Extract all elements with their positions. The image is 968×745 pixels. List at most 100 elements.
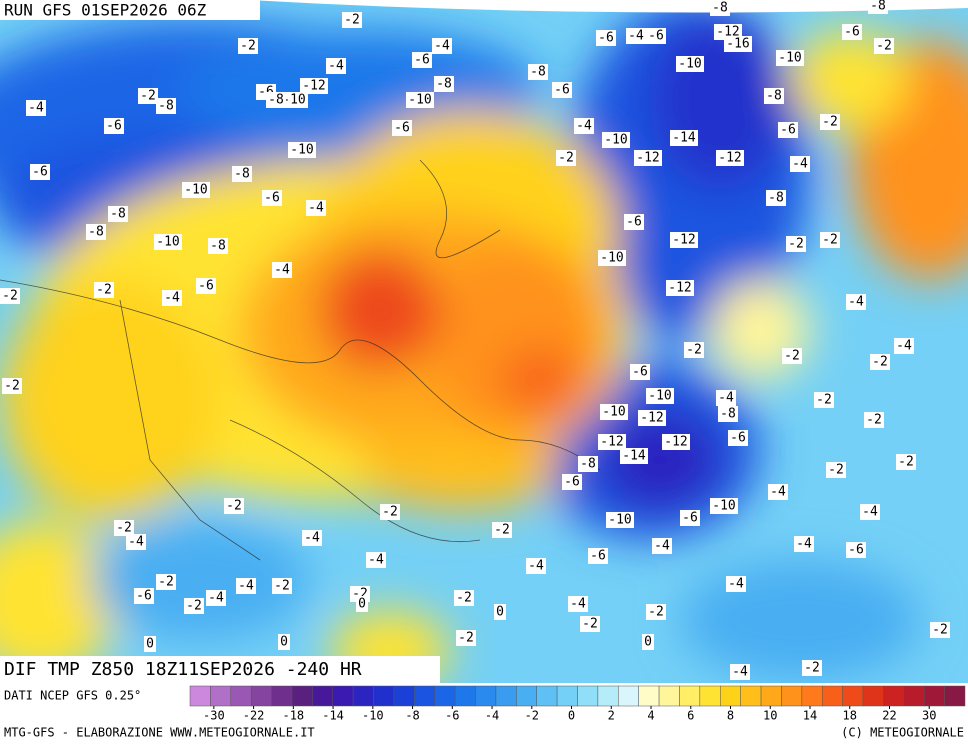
contour-label-box [196,278,216,294]
contour-label: -4 [28,101,44,116]
contour-label: -8 [268,93,284,108]
scale-box [332,685,354,707]
contour-label: -12 [672,233,695,248]
contour-label: -12 [716,25,739,40]
contour-label: -2 [784,349,800,364]
contour-label: -6 [554,83,570,98]
contour-label-box [236,578,256,594]
contour-label: -8 [712,1,728,16]
contour-label-box [232,166,252,182]
contour-label: -4 [368,553,384,568]
contour-label: -2 [932,623,948,638]
contour-label-box [778,122,798,138]
contour-label-box [826,462,846,478]
contour-label: -4 [718,391,734,406]
contour-label: -10 [712,499,735,514]
contour-label-box [30,164,50,180]
contour-label-box [666,280,694,296]
contour-label: -2 [648,605,664,620]
contour-label: -2 [816,393,832,408]
contour-label-box [272,262,292,278]
contour-label-box [182,182,210,198]
contour-label-box [556,150,576,166]
scale-box [740,685,762,707]
contour-label-box [2,378,22,394]
footer-right: (C) METEOGIORNALE [841,726,964,740]
contour-label-box [718,406,738,422]
scale-box [536,685,558,707]
contour-labels: -2-4-6-8-6-8-10-12-10-6-10-4-2-10 -14-12-… [0,0,950,680]
contour-label: -2 [186,599,202,614]
contour-label: -8 [110,207,126,222]
scale-box [801,685,823,707]
contour-label: -4 [576,119,592,134]
contour-label-box [842,24,862,40]
contour-label-box [638,410,666,426]
contour-label: -6 [564,475,580,490]
contour-label-box [272,578,292,594]
scale-box [250,685,272,707]
contour-label-box [144,636,156,652]
contour-label-box [620,448,648,464]
contour-label: -8 [234,167,250,182]
contour-label: -10 [778,51,801,66]
contour-label: -6 [682,511,698,526]
contour-label-box [766,190,786,206]
scale-box [454,685,476,707]
header-box [0,0,260,20]
contour-label: -8 [768,191,784,206]
contour-label: -4 [274,263,290,278]
footer-left: MTG-GFS - ELABORAZIONE WWW.METEOGIORNALE… [4,726,315,740]
contour-label-box [896,454,916,470]
scale-box [189,685,211,707]
contour-label-box [580,616,600,632]
contour-label-box [724,36,752,52]
scale-tick-label: 8 [727,709,734,723]
contour-label-box [224,498,244,514]
contour-label-box [528,64,548,80]
contour-label-box [278,634,290,650]
contour-label: 0 [644,635,652,650]
contour-label-box [684,342,704,358]
contour-label: -4 [570,597,586,612]
contour-label-box [634,150,662,166]
contour-label-box [820,232,840,248]
contour-label-box [552,82,572,98]
contour-label-box [380,504,400,520]
contour-label: -4 [434,39,450,54]
contour-label-box [134,588,154,604]
contour-label: -2 [382,505,398,520]
contour-label-box [588,548,608,564]
contour-label: -12 [664,435,687,450]
contour-label: -4 [896,339,912,354]
contour-label-box [710,498,738,514]
contour-label: -6 [394,121,410,136]
contour-label-box [492,522,512,538]
contour-label: -6 [264,191,280,206]
contour-label-box [600,404,628,420]
scale-tick-label: -10 [362,709,384,723]
contour-label: -10 [648,389,671,404]
scale-tick-label: -6 [445,709,459,723]
scale-tick-label: 0 [568,709,575,723]
contour-label-box [454,590,474,606]
contour-label-box [108,206,128,222]
scale-box [312,685,334,707]
contour-label-box [894,338,914,354]
contour-label-box [630,364,650,380]
contour-label: -8 [158,99,174,114]
scale-box [373,685,395,707]
contour-label-box [728,430,748,446]
contour-label: -4 [848,295,864,310]
contour-label: -6 [106,119,122,134]
scale-box [414,685,435,707]
contour-label: -10 [282,93,305,108]
contour-label-box [790,156,810,172]
contour-label: -4 [238,579,254,594]
contour-label-box [184,598,204,614]
scale-tick-label: 6 [687,709,694,723]
contour-label-box [104,118,124,134]
contour-label-box [598,434,626,450]
contour-label-box [676,56,704,72]
